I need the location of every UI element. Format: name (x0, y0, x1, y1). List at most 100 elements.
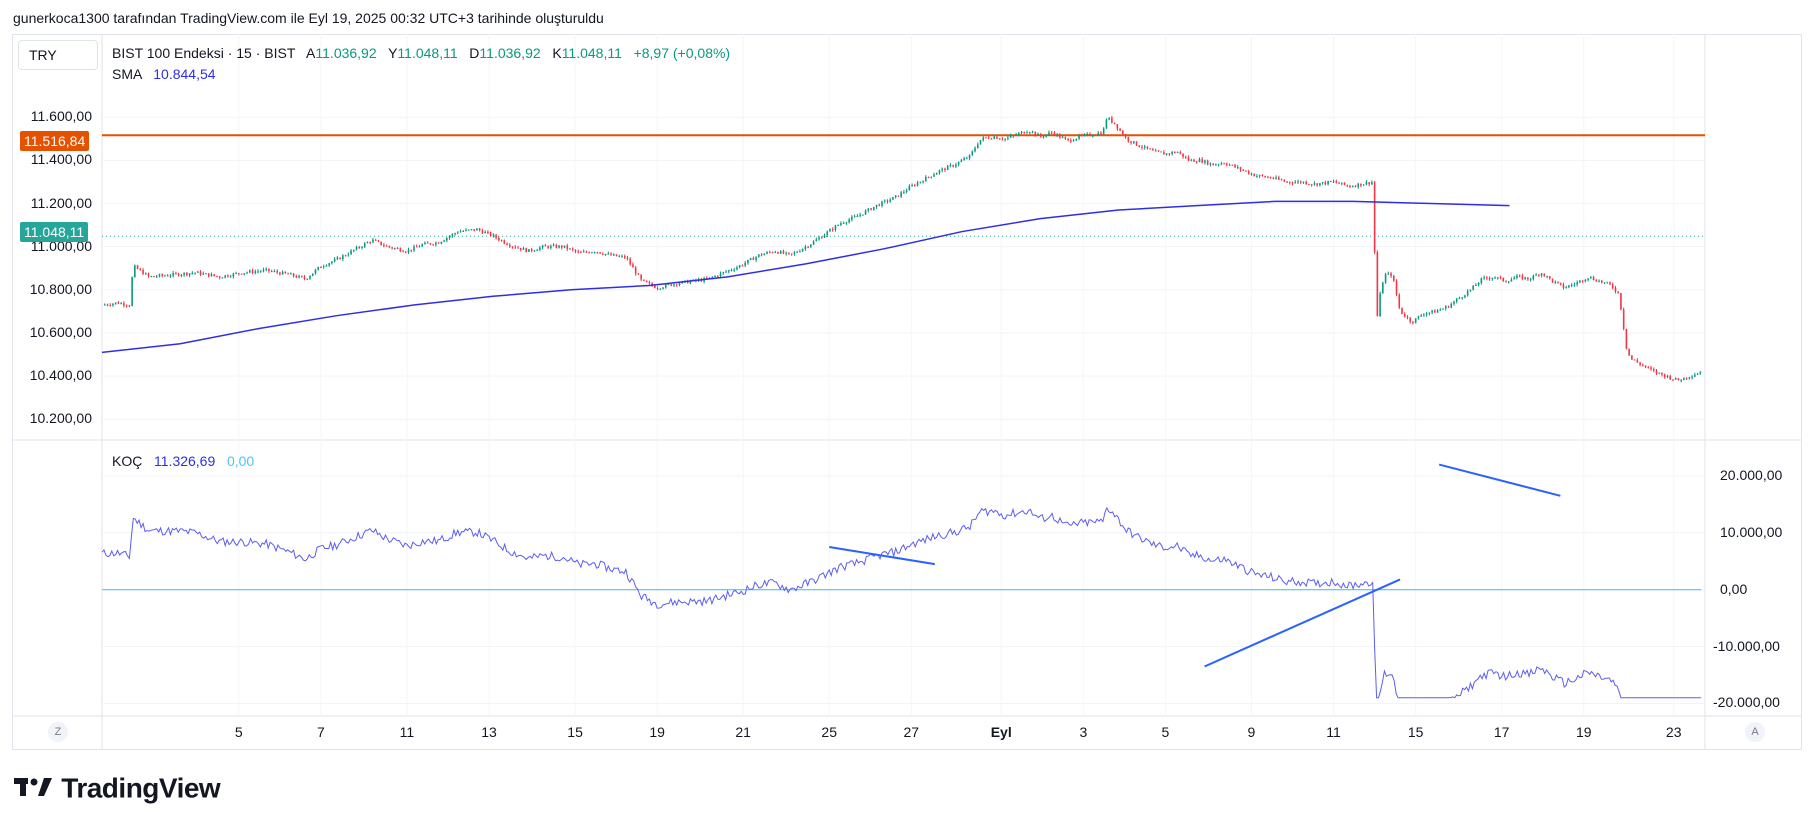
candle-body (738, 265, 741, 268)
candle-body (878, 204, 881, 206)
candle-body (298, 275, 300, 278)
currency-button[interactable]: TRY (18, 40, 98, 70)
candle-body (1595, 280, 1598, 282)
candle-body (536, 249, 538, 251)
candle-body (435, 242, 437, 245)
candle-body (1439, 309, 1442, 311)
candle-body (905, 190, 908, 192)
candle-body (976, 144, 979, 149)
candle-body (487, 231, 489, 233)
candle-body (498, 237, 500, 241)
candle-body (374, 239, 377, 241)
candle-body (593, 252, 596, 254)
candle-body (1102, 128, 1105, 135)
candle-body (946, 165, 949, 170)
candle-body (268, 268, 270, 272)
candle-body (1346, 184, 1349, 186)
candle-body (552, 245, 555, 247)
candle-body (582, 251, 585, 253)
candle-body (1026, 132, 1028, 134)
time-tick-label: 15 (1407, 724, 1424, 740)
candle-body (1217, 164, 1220, 166)
candle-body (993, 136, 996, 139)
candle-body (859, 214, 861, 217)
candle-body (144, 273, 147, 275)
candle-body (862, 214, 864, 216)
candle-body (820, 237, 823, 239)
candle-body (456, 232, 459, 234)
candle-body (399, 248, 402, 252)
candle-body (1480, 278, 1483, 284)
candle-body (290, 273, 292, 275)
candle-body (1685, 377, 1688, 379)
candle-body (1343, 182, 1346, 185)
candle-body (577, 251, 580, 253)
candle-body (139, 268, 142, 270)
candle-body (410, 249, 413, 251)
candle-body (1633, 359, 1636, 361)
candle-body (1414, 318, 1417, 323)
candle-body (637, 273, 640, 275)
candle-body (585, 251, 588, 253)
candle-body (1195, 161, 1198, 163)
candle-body (851, 216, 853, 220)
candle-body (404, 251, 407, 253)
candle-body (1576, 282, 1578, 285)
candle-body (1070, 139, 1072, 142)
candle-body (1691, 376, 1693, 378)
candle-body (1444, 306, 1447, 309)
candle-body (1165, 153, 1168, 155)
candle-body (1119, 128, 1121, 131)
candle-body (689, 281, 692, 284)
price-tick-label: 11.200,00 (30, 194, 92, 211)
candle-body (1406, 316, 1409, 318)
candle-body (747, 259, 749, 263)
symbol-label[interactable]: BIST 100 Endeksi · 15 · BIST (112, 45, 296, 61)
candle-body (1083, 134, 1086, 136)
candle-body (235, 273, 237, 275)
candle-body (183, 272, 185, 275)
candle-body (1568, 285, 1570, 288)
time-tick-label: 21 (735, 724, 751, 740)
candle-body (974, 148, 976, 152)
indicator-tick-label: -20.000,00 (1713, 694, 1780, 711)
candle-body (621, 255, 623, 257)
candle-body (429, 243, 432, 245)
time-tick-label: 5 (234, 724, 243, 740)
sma-legend[interactable]: SMA 10.844,54 (112, 66, 216, 82)
candle-body (1551, 278, 1554, 283)
candle-body (656, 288, 659, 290)
candle-body (415, 246, 418, 248)
candle-body (147, 273, 150, 277)
candle-body (897, 195, 900, 197)
price-tick-label: 10.400,00 (29, 367, 92, 384)
indicator-legend[interactable]: KOÇ 11.326,69 0,00 (112, 453, 254, 469)
candle-body (1521, 275, 1524, 280)
timezone-toggle-button[interactable]: Z (48, 722, 68, 742)
candle-body (654, 285, 656, 289)
candle-body (1091, 135, 1094, 137)
candle-body (1250, 173, 1253, 175)
candle-body (1513, 277, 1516, 280)
candle-body (1015, 134, 1017, 136)
candle-body (1297, 181, 1299, 183)
candle-body (1483, 277, 1485, 279)
candle-body (1209, 163, 1212, 165)
candle-body (186, 272, 188, 276)
candle-body (1644, 365, 1647, 367)
candle-body (309, 275, 311, 279)
candle-body (172, 273, 174, 276)
auto-scale-button[interactable]: A (1745, 722, 1765, 742)
candle-body (1557, 281, 1559, 283)
candle-body (246, 272, 248, 274)
time-tick-label: 19 (1576, 724, 1592, 740)
candle-body (1100, 132, 1102, 135)
candle-body (358, 247, 361, 249)
candle-body (1204, 160, 1206, 163)
candle-body (1299, 181, 1302, 183)
candle-body (1308, 184, 1310, 186)
candle-body (1039, 133, 1042, 137)
candle-body (1231, 164, 1234, 166)
candle-body (432, 244, 434, 246)
